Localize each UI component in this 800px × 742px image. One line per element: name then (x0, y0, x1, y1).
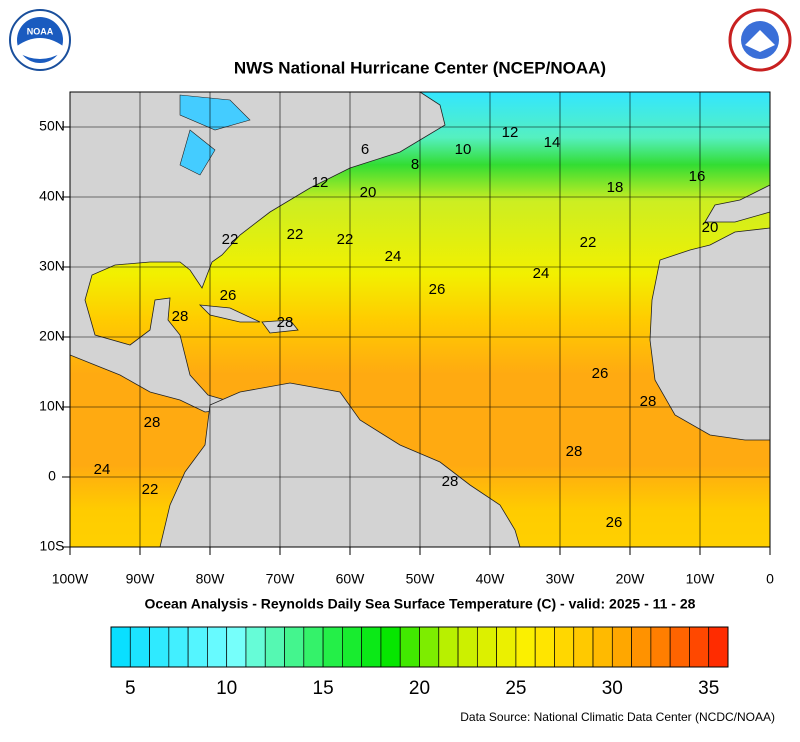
y-tick-label: 50N (39, 118, 65, 134)
colorbar-tick-label: 15 (313, 678, 334, 699)
contour-label: 26 (592, 365, 609, 382)
y-tick-label: 0 (48, 468, 56, 484)
contour-label: 24 (533, 265, 550, 282)
contour-label: 20 (360, 184, 377, 201)
colorbar-cell (689, 626, 710, 668)
contour-label: 16 (689, 168, 706, 185)
colorbar-tick-label: 30 (602, 678, 623, 699)
contour-label: 28 (172, 308, 189, 325)
colorbar-cell (708, 626, 729, 668)
contour-label: 6 (361, 141, 369, 158)
logo-text: NOAA (27, 26, 54, 36)
cuba (198, 304, 261, 323)
colorbar-cell (361, 626, 382, 668)
x-tick-label: 10W (686, 571, 716, 587)
x-tick-label: 70W (266, 571, 296, 587)
colorbar-cell (554, 626, 575, 668)
colorbar-cell (149, 626, 170, 668)
colorbar-cell (669, 626, 690, 668)
colorbar-cell (573, 626, 594, 668)
colorbar-cell (534, 626, 555, 668)
contour-label: 8 (411, 156, 419, 173)
contour-label: 26 (429, 281, 446, 298)
colorbar-cell (303, 626, 324, 668)
colorbar-cell (342, 626, 363, 668)
colorbar-cell (611, 626, 632, 668)
y-tick-label: 10S (40, 538, 65, 554)
colorbar-cell (110, 626, 131, 668)
colorbar-cell (592, 626, 613, 668)
contour-label: 28 (277, 314, 294, 331)
europe (704, 184, 770, 223)
colorbar-cell (438, 626, 459, 668)
contour-label: 14 (544, 134, 561, 151)
contour-label: 28 (144, 414, 161, 431)
contour-label: 28 (566, 443, 583, 460)
contour-label: 20 (702, 219, 719, 236)
colorbar-cell (476, 626, 497, 668)
contour-label: 24 (385, 248, 402, 265)
colorbar-cell (207, 626, 228, 668)
colorbar-cell (631, 626, 652, 668)
contour-label: 22 (580, 234, 597, 251)
contour-label: 18 (607, 179, 624, 196)
colorbar-cell (168, 626, 189, 668)
contour-label: 22 (337, 231, 354, 248)
title: NWS National Hurricane Center (NCEP/NOAA… (234, 58, 606, 77)
contour-label: 26 (606, 514, 623, 531)
contour-label: 12 (502, 124, 519, 141)
colorbar-cell (419, 626, 440, 668)
colorbar-cell (129, 626, 150, 668)
colorbar-cell (399, 626, 420, 668)
contour-label: 12 (312, 174, 329, 191)
contour-label: 28 (640, 393, 657, 410)
colorbar-cell (457, 626, 478, 668)
colorbar-tick-label: 20 (409, 678, 430, 699)
colorbar-cell (650, 626, 671, 668)
x-tick-label: 40W (476, 571, 506, 587)
colorbar-cell (284, 626, 305, 668)
contour-label: 22 (142, 481, 159, 498)
x-tick-label: 30W (546, 571, 576, 587)
colorbar-cell (380, 626, 401, 668)
colorbar-tick-label: 25 (505, 678, 526, 699)
x-tick-label: 60W (336, 571, 366, 587)
noaa-logo: NOAA (9, 9, 71, 71)
contour-label: 22 (287, 226, 304, 243)
x-tick-label: 100W (52, 571, 89, 587)
x-tick-label: 0 (766, 571, 774, 587)
colorbar-tick-label: 5 (125, 678, 136, 699)
contour-label: 22 (222, 231, 239, 248)
contour-label: 26 (220, 287, 237, 304)
x-tick-label: 50W (406, 571, 436, 587)
colorbar-cell (226, 626, 247, 668)
subtitle: Ocean Analysis - Reynolds Daily Sea Surf… (145, 596, 696, 612)
x-tick-label: 20W (616, 571, 646, 587)
nws-logo (728, 8, 792, 72)
colorbar-cell (515, 626, 536, 668)
source: Data Source: National Climatic Data Cent… (460, 710, 775, 724)
colorbar-frame (110, 626, 729, 668)
y-tick-label: 10N (39, 398, 65, 414)
colorbar-cell (496, 626, 517, 668)
contour-label: 10 (455, 141, 472, 158)
great-lakes (179, 94, 251, 176)
contour-label: 24 (94, 461, 111, 478)
y-tick-label: 40N (39, 188, 65, 204)
colorbar-cell (322, 626, 343, 668)
colorbar-tick-label: 35 (698, 678, 719, 699)
x-tick-label: 80W (196, 571, 226, 587)
y-tick-label: 30N (39, 258, 65, 274)
colorbar-cell (245, 626, 266, 668)
colorbar-cell (187, 626, 208, 668)
south-america (159, 382, 521, 547)
y-tick-label: 20N (39, 328, 65, 344)
x-tick-label: 90W (126, 571, 156, 587)
africa (649, 227, 770, 441)
colorbar-cell (264, 626, 285, 668)
contour-label: 28 (442, 473, 459, 490)
colorbar-tick-label: 10 (216, 678, 237, 699)
